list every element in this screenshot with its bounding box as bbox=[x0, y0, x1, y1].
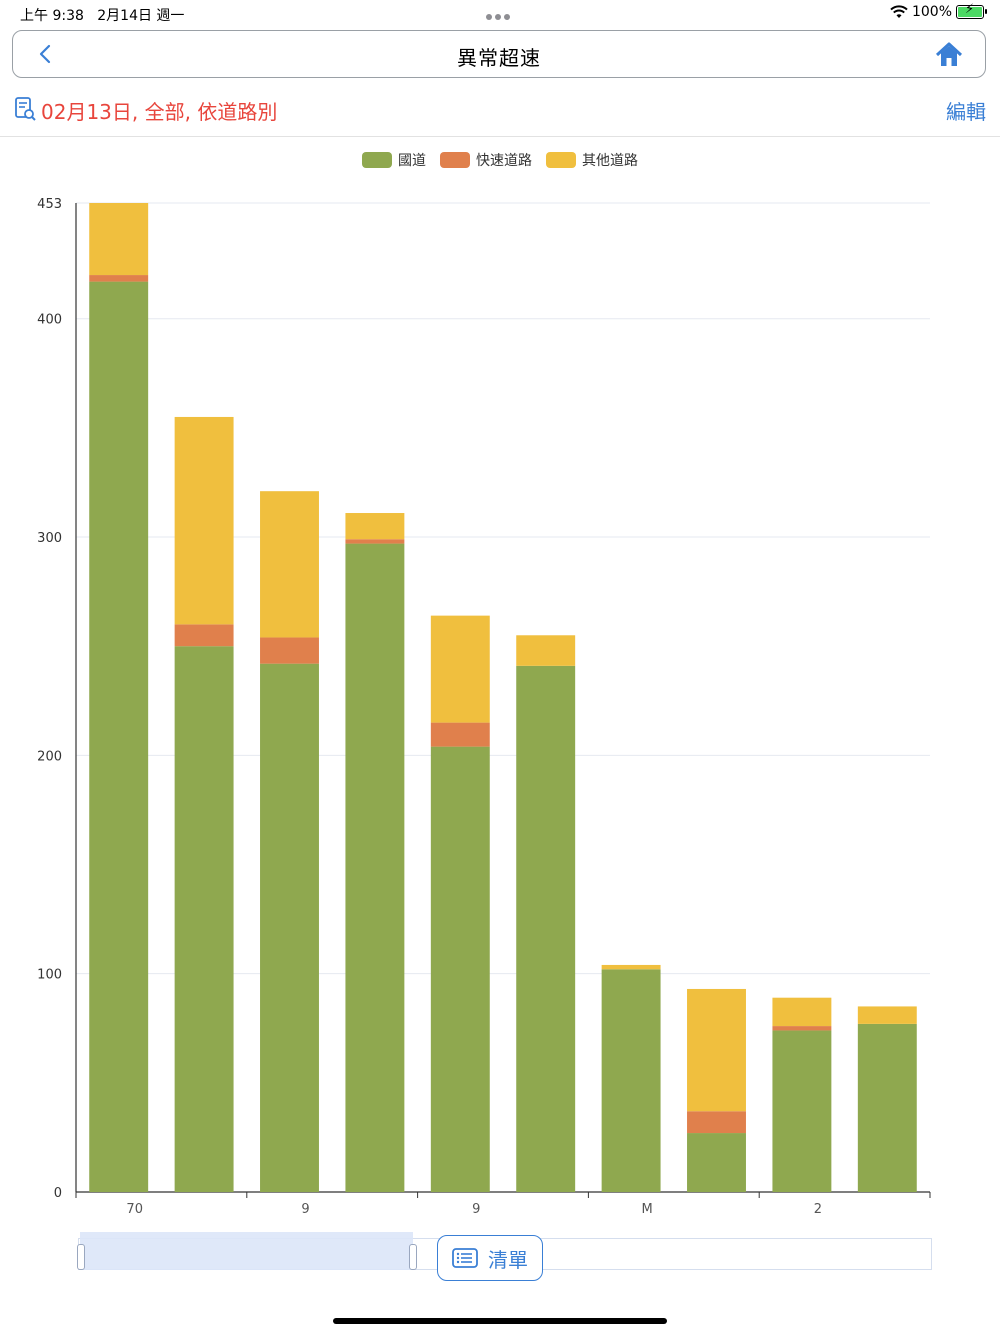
bar-segment bbox=[260, 491, 319, 638]
bar-segment bbox=[89, 281, 149, 1192]
bar-segment bbox=[430, 746, 490, 1192]
bar-segment bbox=[345, 513, 405, 540]
y-tick-label: 0 bbox=[54, 1186, 62, 1201]
legend-swatch-other bbox=[546, 152, 576, 168]
bar-segment bbox=[430, 722, 490, 747]
clock: 上午 9:38 bbox=[20, 8, 84, 24]
list-button[interactable]: 清單 bbox=[437, 1235, 543, 1281]
bar-segment bbox=[516, 635, 576, 666]
edit-button[interactable]: 編輯 bbox=[946, 100, 986, 124]
bar-segment bbox=[601, 964, 661, 970]
bar-segment bbox=[857, 1023, 917, 1192]
legend-item-national[interactable]: 國道 bbox=[362, 150, 426, 170]
back-chevron-icon[interactable] bbox=[35, 43, 57, 65]
legend-swatch-expressway bbox=[440, 152, 470, 168]
x-tick-label: 9 bbox=[301, 1202, 309, 1217]
bar-segment bbox=[516, 665, 576, 1192]
bar-segment bbox=[174, 624, 234, 647]
bar-segment bbox=[772, 1030, 832, 1192]
battery-icon: ⚡ bbox=[956, 2, 987, 19]
bar-segment bbox=[89, 275, 149, 282]
bar-segment bbox=[772, 997, 832, 1027]
x-tick-label: M bbox=[641, 1202, 652, 1217]
bar-segment bbox=[260, 637, 319, 664]
x-tick-label: 70 bbox=[126, 1202, 143, 1217]
y-tick-label: 100 bbox=[37, 968, 62, 983]
bar-segment bbox=[687, 988, 746, 1112]
status-time: 上午 9:38 2月14日 週一 bbox=[20, 5, 184, 25]
home-indicator bbox=[333, 1318, 667, 1324]
legend-label-other: 其他道路 bbox=[582, 153, 638, 169]
bar-segment bbox=[601, 969, 661, 1192]
date: 2月14日 週一 bbox=[97, 8, 185, 24]
home-icon[interactable] bbox=[935, 41, 963, 69]
bar-segment bbox=[345, 543, 405, 1192]
bar-segment bbox=[857, 1006, 917, 1024]
y-tick-label: 200 bbox=[37, 749, 62, 764]
battery-percent: 100% bbox=[911, 4, 952, 20]
y-tick-label: 453 bbox=[37, 197, 62, 212]
list-icon bbox=[452, 1248, 478, 1268]
bar-segment bbox=[772, 1026, 832, 1031]
legend-label-national: 國道 bbox=[398, 153, 426, 169]
status-bar: 上午 9:38 2月14日 週一 100% ⚡ bbox=[0, 0, 1000, 28]
filter-bar: 02月13日, 全部, 依道路別 編輯 bbox=[0, 90, 1000, 137]
navigation-bar: 異常超速 bbox=[12, 30, 986, 78]
legend-label-expressway: 快速道路 bbox=[476, 153, 532, 169]
bar-segment bbox=[687, 1133, 746, 1192]
x-tick-label: 9 bbox=[472, 1202, 480, 1217]
data-zoom-window[interactable] bbox=[80, 1232, 413, 1270]
multitasking-dots-icon[interactable] bbox=[486, 8, 513, 24]
bar-segment bbox=[260, 663, 319, 1192]
list-button-label: 清單 bbox=[488, 1247, 528, 1272]
page-title: 異常超速 bbox=[457, 46, 541, 70]
legend-item-expressway[interactable]: 快速道路 bbox=[440, 150, 532, 170]
bar-segment bbox=[174, 646, 234, 1192]
bar-segment bbox=[430, 615, 490, 723]
y-tick-label: 400 bbox=[37, 313, 62, 328]
filter-summary[interactable]: 02月13日, 全部, 依道路別 bbox=[41, 100, 278, 124]
y-tick-label: 300 bbox=[37, 531, 62, 546]
stacked-bar-chart: 0 100 200 300 400 453 70 9 9 M 2 bbox=[37, 197, 931, 1217]
bar-segment bbox=[687, 1111, 746, 1134]
status-indicators: 100% ⚡ bbox=[890, 2, 987, 20]
bar-segment bbox=[89, 203, 149, 276]
data-zoom-handle-right[interactable] bbox=[409, 1244, 417, 1270]
chart-legend: 國道 快速道路 其他道路 bbox=[0, 150, 1000, 170]
data-zoom-handle-left[interactable] bbox=[77, 1244, 85, 1270]
legend-swatch-national bbox=[362, 152, 392, 168]
legend-item-other[interactable]: 其他道路 bbox=[546, 150, 638, 170]
bar-segment bbox=[174, 416, 234, 625]
wifi-icon bbox=[890, 5, 908, 18]
report-search-icon[interactable] bbox=[14, 96, 36, 122]
bar-segment bbox=[345, 539, 405, 544]
x-tick-label: 2 bbox=[814, 1202, 822, 1217]
